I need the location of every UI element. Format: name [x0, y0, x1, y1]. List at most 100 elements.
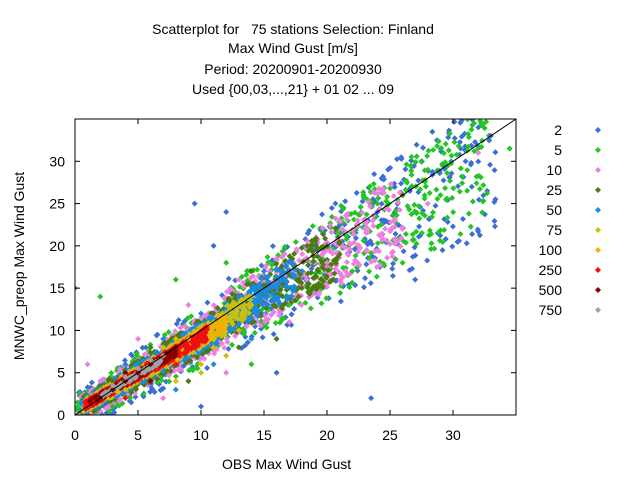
density-marker	[464, 119, 471, 123]
y-tick-label: 0	[57, 407, 65, 423]
density-marker	[354, 217, 361, 224]
x-tick-label: 25	[382, 427, 398, 443]
density-marker	[486, 137, 493, 144]
density-marker	[415, 203, 422, 210]
point-50	[172, 386, 179, 393]
title-line-1: Scatterplot for 75 stations Selection: F…	[152, 21, 434, 37]
point-5	[374, 200, 381, 207]
density-marker	[347, 241, 354, 248]
density-marker	[465, 143, 472, 150]
density-marker	[291, 272, 298, 279]
density-marker	[318, 300, 325, 307]
density-marker	[235, 315, 242, 322]
density-marker	[465, 102, 471, 108]
density-marker	[473, 173, 480, 180]
density-marker	[453, 151, 460, 158]
density-marker	[140, 390, 147, 397]
density-marker	[474, 119, 475, 120]
density-marker	[463, 240, 470, 247]
density-marker	[291, 250, 298, 257]
density-marker	[157, 358, 164, 365]
density-marker	[319, 283, 326, 290]
density-marker	[418, 230, 425, 237]
density-marker	[483, 119, 490, 125]
density-marker	[365, 198, 372, 205]
density-marker	[203, 336, 210, 343]
density-marker	[303, 276, 310, 283]
density-marker	[142, 344, 149, 351]
density-marker	[273, 261, 280, 268]
density-marker	[334, 234, 341, 241]
point-100	[172, 378, 179, 385]
density-marker	[328, 229, 335, 236]
density-marker	[328, 205, 335, 212]
x-tick-label: 0	[71, 427, 79, 443]
density-marker	[236, 283, 243, 290]
point-50	[248, 335, 255, 342]
y-tick-label: 20	[49, 238, 65, 254]
density-marker	[479, 209, 486, 216]
density-marker	[448, 170, 455, 177]
legend-marker	[595, 207, 601, 213]
density-marker	[390, 192, 397, 199]
density-marker	[250, 318, 257, 325]
density-marker	[458, 119, 465, 124]
density-marker	[254, 266, 261, 273]
density-marker	[370, 180, 377, 187]
density-marker	[389, 272, 396, 279]
density-marker	[218, 340, 225, 347]
title-line-3: Period: 20200901-20200930	[204, 61, 382, 77]
point-50	[210, 361, 217, 368]
density-marker	[408, 171, 415, 178]
density-marker	[330, 276, 337, 283]
point-5	[109, 403, 116, 410]
density-marker	[444, 214, 451, 221]
density-marker	[332, 200, 339, 207]
density-marker	[389, 212, 396, 219]
density-marker	[379, 235, 386, 242]
density-marker	[295, 293, 302, 300]
density-marker	[402, 166, 409, 173]
point-10	[424, 200, 431, 207]
density-marker	[476, 97, 482, 103]
density-marker	[337, 290, 344, 297]
density-marker	[469, 119, 476, 123]
density-marker	[418, 157, 425, 164]
density-marker	[459, 216, 466, 223]
density-marker	[448, 152, 455, 159]
density-marker	[319, 225, 326, 232]
density-marker	[166, 378, 173, 385]
density-marker	[75, 399, 81, 406]
density-marker	[357, 204, 364, 211]
density-marker	[491, 89, 497, 95]
density-marker	[446, 177, 453, 184]
density-marker	[443, 195, 450, 202]
density-marker	[387, 241, 394, 248]
density-marker	[160, 385, 167, 392]
y-axis-title: MNWC_preop Max Wind Gust	[11, 171, 27, 361]
point-75	[160, 344, 167, 351]
density-marker	[108, 369, 115, 376]
point-2	[210, 242, 217, 249]
legend-marker	[595, 127, 601, 133]
density-marker	[214, 305, 221, 312]
y-tick-label: 5	[57, 365, 65, 381]
density-marker	[202, 330, 209, 337]
density-marker	[469, 231, 476, 238]
density-marker	[454, 183, 461, 190]
point-5	[475, 145, 482, 152]
point-50	[298, 268, 305, 275]
density-marker	[374, 240, 381, 247]
density-marker	[295, 278, 302, 285]
density-marker	[249, 283, 256, 290]
density-marker	[305, 289, 312, 296]
density-marker	[349, 279, 356, 286]
density-marker	[257, 312, 264, 319]
density-marker	[368, 258, 375, 265]
density-marker	[491, 218, 498, 225]
point-50	[160, 335, 167, 342]
density-marker	[319, 211, 326, 218]
density-marker	[404, 203, 411, 210]
density-marker	[413, 153, 420, 160]
density-marker	[360, 284, 367, 291]
